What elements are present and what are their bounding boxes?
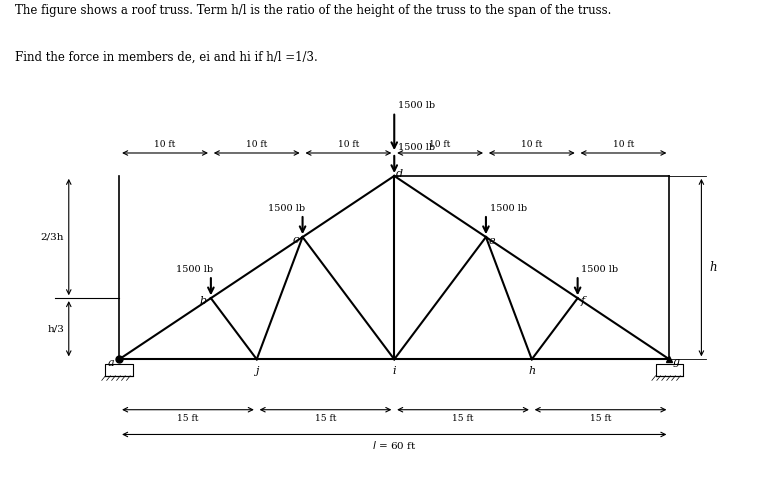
Text: The figure shows a roof truss. Term h/l is the ratio of the height of the truss : The figure shows a roof truss. Term h/l … [15,4,612,17]
Text: e: e [488,236,495,246]
Text: 15 ft: 15 ft [315,414,336,423]
Text: 15 ft: 15 ft [590,414,611,423]
Text: f: f [581,296,585,306]
Text: 10 ft: 10 ft [246,141,267,149]
Text: j: j [255,366,259,376]
Text: 1500 lb: 1500 lb [398,142,435,152]
Text: 15 ft: 15 ft [177,414,199,423]
Text: i: i [393,366,396,376]
Text: 1500 lb: 1500 lb [489,204,527,213]
Text: 15 ft: 15 ft [452,414,474,423]
Text: 1500 lb: 1500 lb [398,102,435,110]
Text: Find the force in members de, ei and hi if h/l =1/3.: Find the force in members de, ei and hi … [15,50,318,63]
Text: c: c [292,235,298,245]
Text: 1500 lb: 1500 lb [581,265,619,274]
Text: 1500 lb: 1500 lb [268,204,305,213]
Text: g: g [672,357,680,367]
Text: 10 ft: 10 ft [154,141,176,149]
Text: 2/3h: 2/3h [40,233,64,242]
Text: $l$ = 60 ft: $l$ = 60 ft [372,439,416,451]
Text: 10 ft: 10 ft [338,141,359,149]
Text: 1500 lb: 1500 lb [176,265,213,274]
Text: a: a [107,358,114,368]
Text: 10 ft: 10 ft [521,141,543,149]
Text: 10 ft: 10 ft [613,141,634,149]
Text: b: b [199,296,206,306]
Text: h: h [528,366,535,376]
Text: 10 ft: 10 ft [429,141,451,149]
Text: d: d [396,169,403,179]
Text: h: h [710,261,718,274]
Text: h/3: h/3 [47,324,64,333]
